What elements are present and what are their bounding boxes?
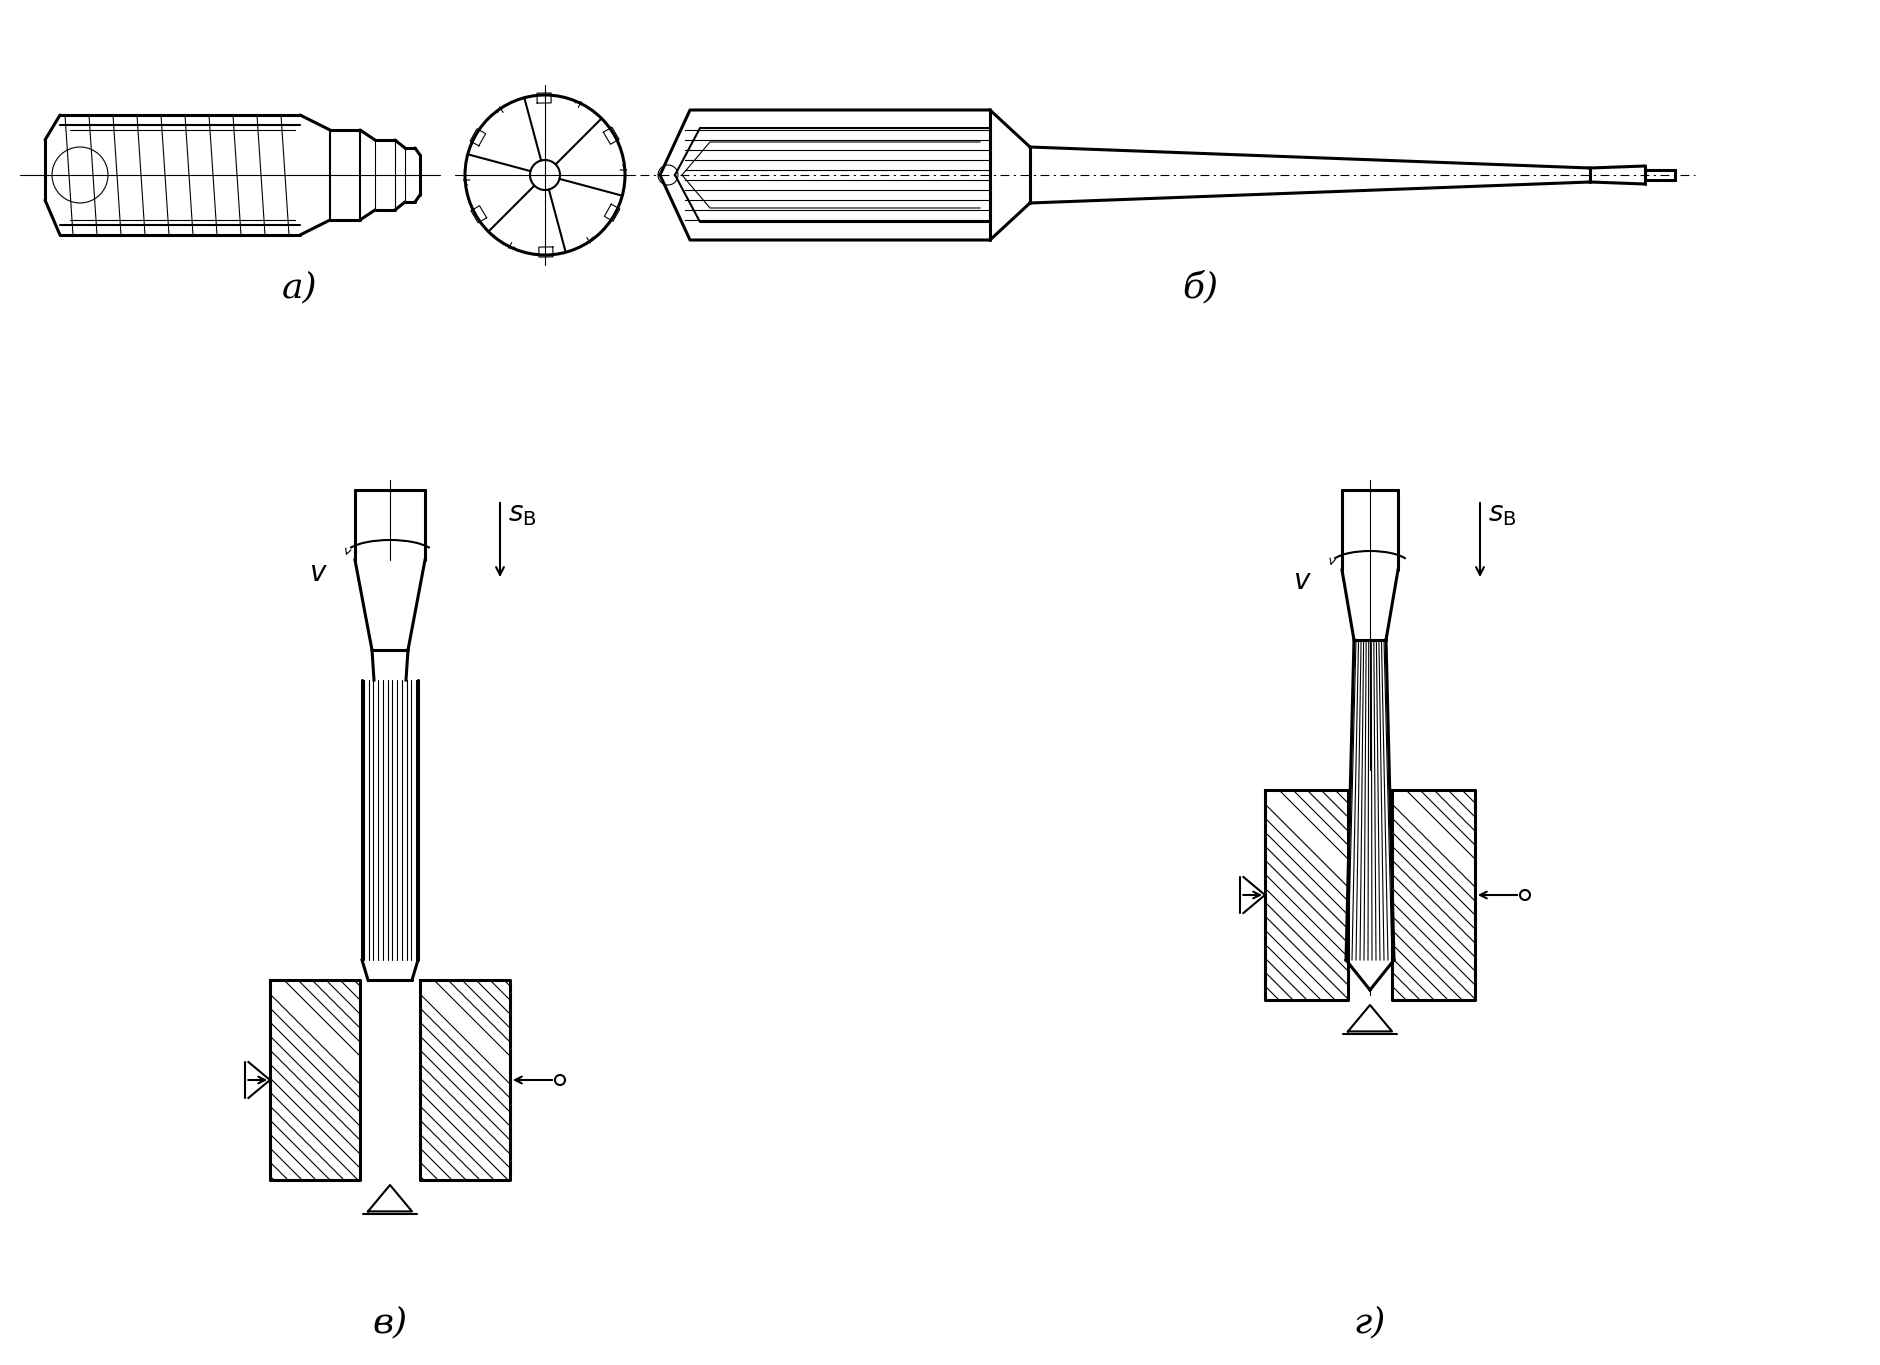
Text: в): в) bbox=[372, 1305, 408, 1339]
Text: v: v bbox=[310, 560, 327, 587]
Text: $s_{\rm B}$: $s_{\rm B}$ bbox=[1487, 500, 1517, 528]
Text: $s_{\rm B}$: $s_{\rm B}$ bbox=[508, 500, 536, 528]
Text: б): б) bbox=[1183, 270, 1218, 304]
Text: г): г) bbox=[1354, 1305, 1386, 1339]
Text: v: v bbox=[1293, 566, 1310, 595]
Text: а): а) bbox=[282, 270, 318, 304]
